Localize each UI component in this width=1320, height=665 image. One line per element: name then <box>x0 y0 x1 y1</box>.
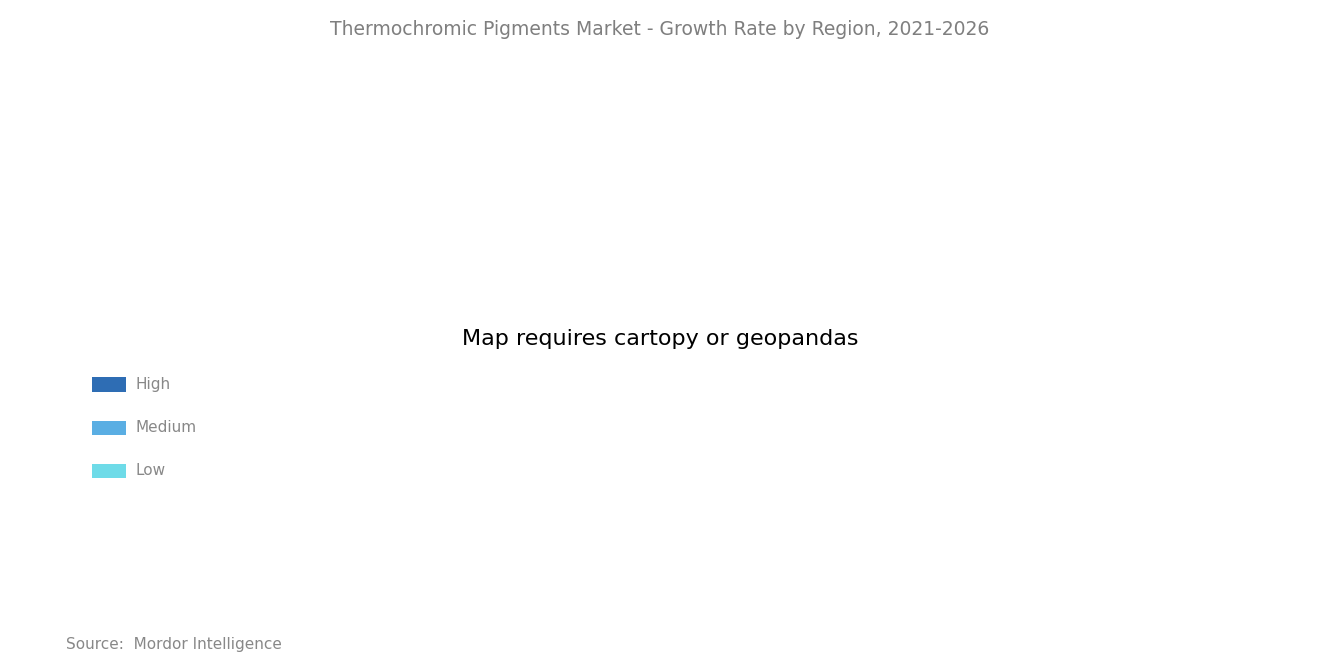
Text: Medium: Medium <box>135 420 197 435</box>
Polygon shape <box>1173 618 1269 652</box>
Text: Low: Low <box>135 464 165 478</box>
Text: Thermochromic Pigments Market - Growth Rate by Region, 2021-2026: Thermochromic Pigments Market - Growth R… <box>330 20 990 39</box>
Text: Source:  Mordor Intelligence: Source: Mordor Intelligence <box>66 636 282 652</box>
Text: High: High <box>135 377 170 392</box>
Text: Map requires cartopy or geopandas: Map requires cartopy or geopandas <box>462 329 858 349</box>
